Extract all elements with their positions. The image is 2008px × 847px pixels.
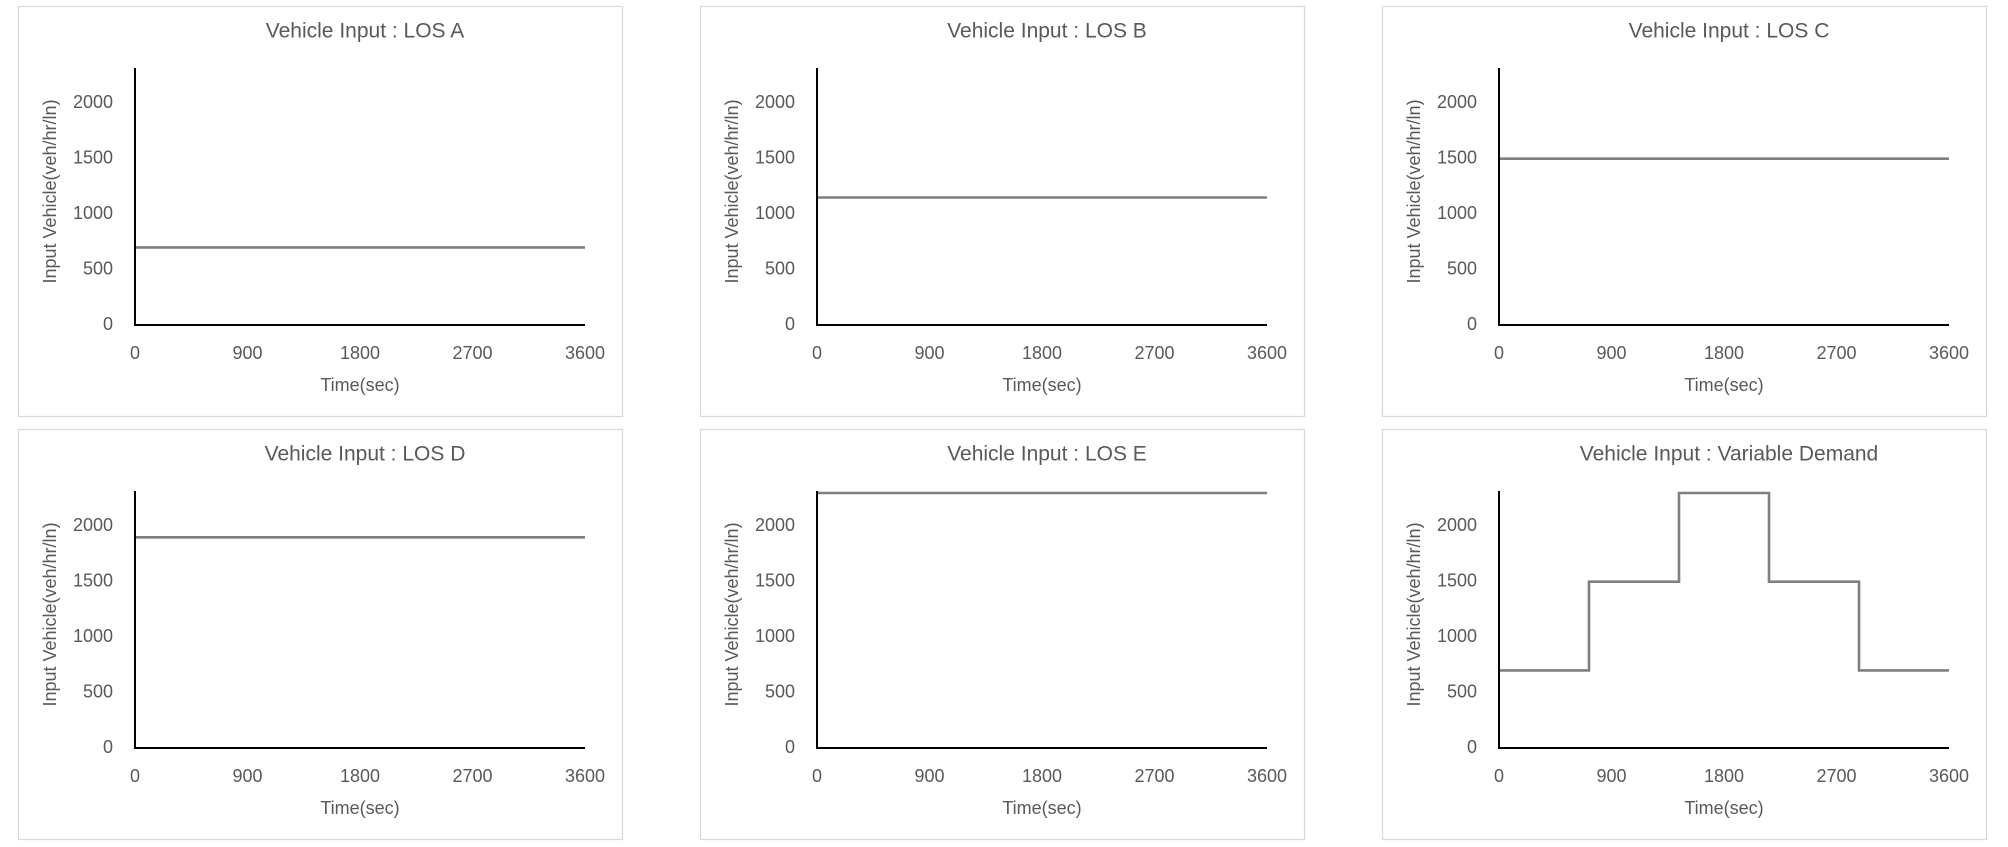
y-tick-label: 1500: [755, 570, 795, 590]
y-tick-label: 1000: [755, 626, 795, 646]
x-tick-label: 0: [1494, 766, 1504, 786]
y-axis-title: Input Vehicle(veh/hr/ln): [40, 99, 60, 283]
x-tick-label: 2700: [452, 766, 492, 786]
x-tick-label: 900: [914, 343, 944, 363]
y-tick-label: 2000: [1437, 515, 1477, 535]
chart: Vehicle Input : LOS C 0 500 1000 1500 2000 0 90…: [1381, 5, 1988, 418]
chart-panel: [17, 5, 624, 418]
x-tick-label: 1800: [340, 343, 380, 363]
y-tick-label: 1000: [755, 203, 795, 223]
chart-panel: [1381, 428, 1988, 841]
y-axis-title: Input Vehicle(veh/hr/ln): [1404, 99, 1424, 283]
chart-panel: [699, 5, 1306, 418]
y-tick-label: 1500: [755, 147, 795, 167]
y-tick-label: 1000: [1437, 203, 1477, 223]
y-axis-title: Input Vehicle(veh/hr/ln): [1404, 522, 1424, 706]
y-tick-label: 500: [83, 681, 113, 701]
y-tick-label: 2000: [73, 515, 113, 535]
y-tick-label: 0: [103, 314, 113, 334]
chart-title: Vehicle Input : LOS E: [947, 443, 1147, 466]
x-tick-label: 900: [232, 343, 262, 363]
x-tick-label: 0: [812, 766, 822, 786]
chart-title: Vehicle Input : LOS D: [265, 443, 466, 466]
chart-title: Vehicle Input : LOS C: [1629, 20, 1830, 43]
y-tick-label: 0: [103, 737, 113, 757]
y-tick-label: 500: [765, 258, 795, 278]
y-tick-label: 0: [1467, 737, 1477, 757]
y-tick-label: 2000: [755, 515, 795, 535]
y-tick-label: 0: [785, 314, 795, 334]
x-axis-title: Time(sec): [1684, 798, 1763, 818]
chart: Vehicle Input : LOS A 0 500 1000 1500 2000 0 90…: [17, 5, 624, 418]
x-tick-label: 1800: [1704, 766, 1744, 786]
x-tick-label: 3600: [1929, 766, 1969, 786]
y-tick-label: 500: [1447, 681, 1477, 701]
chart-panel: [699, 428, 1306, 841]
x-tick-label: 3600: [565, 343, 605, 363]
x-tick-label: 0: [130, 766, 140, 786]
y-axis-title: Input Vehicle(veh/hr/ln): [722, 522, 742, 706]
chart-panel: [17, 428, 624, 841]
x-axis-title: Time(sec): [320, 798, 399, 818]
y-tick-label: 1000: [73, 203, 113, 223]
y-tick-label: 0: [1467, 314, 1477, 334]
y-tick-label: 500: [1447, 258, 1477, 278]
x-tick-label: 3600: [1247, 343, 1287, 363]
y-tick-label: 0: [785, 737, 795, 757]
x-tick-label: 900: [1596, 766, 1626, 786]
chart: Vehicle Input : Variable Demand 0 500 1000 1…: [1381, 428, 1988, 841]
y-tick-label: 1000: [1437, 626, 1477, 646]
y-tick-label: 1500: [1437, 570, 1477, 590]
x-tick-label: 0: [1494, 343, 1504, 363]
x-tick-label: 1800: [1022, 766, 1062, 786]
x-tick-label: 2700: [452, 343, 492, 363]
x-tick-label: 3600: [1247, 766, 1287, 786]
y-tick-label: 2000: [73, 92, 113, 112]
chart: Vehicle Input : LOS D 0 500 1000 1500 2000 0 90…: [17, 428, 624, 841]
y-axis-title: Input Vehicle(veh/hr/ln): [40, 522, 60, 706]
x-tick-label: 900: [232, 766, 262, 786]
chart: Vehicle Input : LOS B 0 500 1000 1500 2000 0 90…: [699, 5, 1306, 418]
x-axis-title: Time(sec): [1002, 798, 1081, 818]
x-axis-title: Time(sec): [1002, 375, 1081, 395]
x-tick-label: 1800: [1704, 343, 1744, 363]
x-axis-title: Time(sec): [320, 375, 399, 395]
y-axis-title: Input Vehicle(veh/hr/ln): [722, 99, 742, 283]
y-tick-label: 1500: [73, 570, 113, 590]
x-tick-label: 900: [914, 766, 944, 786]
chart-title: Vehicle Input : LOS B: [947, 20, 1147, 43]
x-tick-label: 0: [812, 343, 822, 363]
y-tick-label: 1500: [73, 147, 113, 167]
x-axis-title: Time(sec): [1684, 375, 1763, 395]
chart-panel: [1381, 5, 1988, 418]
x-tick-label: 2700: [1816, 343, 1856, 363]
y-tick-label: 500: [765, 681, 795, 701]
y-tick-label: 1000: [73, 626, 113, 646]
x-tick-label: 900: [1596, 343, 1626, 363]
x-tick-label: 3600: [1929, 343, 1969, 363]
x-tick-label: 2700: [1134, 343, 1174, 363]
x-tick-label: 3600: [565, 766, 605, 786]
x-tick-label: 2700: [1816, 766, 1856, 786]
chart: Vehicle Input : LOS E 0 500 1000 1500 2000 0 90…: [699, 428, 1306, 841]
y-tick-label: 500: [83, 258, 113, 278]
x-tick-label: 0: [130, 343, 140, 363]
chart-title: Vehicle Input : LOS A: [266, 20, 464, 43]
y-tick-label: 2000: [1437, 92, 1477, 112]
data-line: [1499, 491, 1949, 672]
x-tick-label: 1800: [340, 766, 380, 786]
y-tick-label: 2000: [755, 92, 795, 112]
x-tick-label: 1800: [1022, 343, 1062, 363]
chart-title: Vehicle Input : Variable Demand: [1580, 443, 1878, 466]
y-tick-label: 1500: [1437, 147, 1477, 167]
x-tick-label: 2700: [1134, 766, 1174, 786]
